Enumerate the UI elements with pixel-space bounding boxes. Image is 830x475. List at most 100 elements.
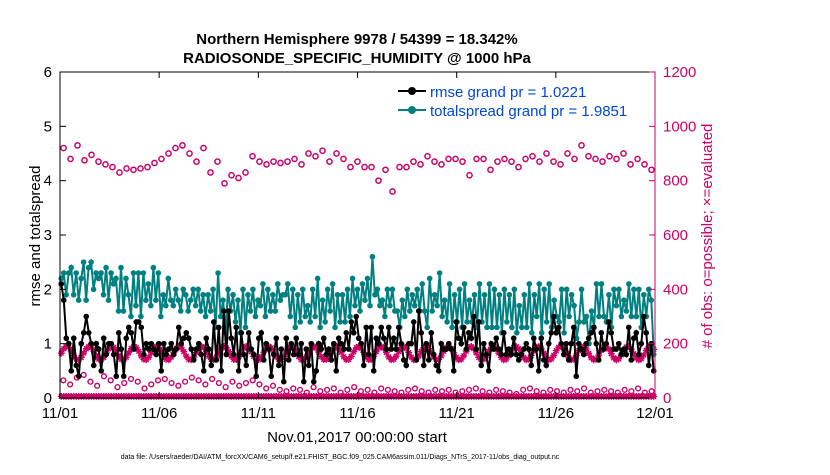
totalspread-point	[177, 308, 184, 314]
rmse-point	[153, 351, 160, 358]
totalspread-point	[429, 308, 435, 314]
totalspread-point	[255, 297, 261, 304]
totalspread-point	[125, 291, 132, 298]
rmse-point	[308, 340, 315, 347]
obs-possible-point	[249, 152, 256, 160]
totalspread-point	[516, 302, 523, 309]
rmse-point	[595, 357, 602, 363]
rmse-point	[150, 346, 157, 352]
rmse-point	[283, 335, 290, 342]
obs-evaluated-point	[402, 344, 410, 352]
rmse-point	[363, 324, 370, 331]
totalspread-point	[648, 297, 655, 304]
y-tick-label-left: 4	[44, 173, 52, 190]
rmse-point	[398, 340, 405, 347]
rmse-point	[390, 335, 397, 342]
legend-spread-marker	[408, 106, 416, 114]
rmse-point	[490, 346, 497, 352]
obs-evaluated-point	[362, 353, 370, 361]
obs-evaluated-point	[495, 349, 503, 357]
totalspread-point	[484, 324, 490, 331]
obs-possible-point	[291, 155, 298, 163]
y-tick-label-left: 3	[44, 227, 52, 244]
obs-possible-low-point	[553, 388, 561, 395]
obs-possible-point	[368, 163, 375, 171]
rmse-point	[310, 378, 317, 385]
rmse-point	[588, 330, 595, 336]
totalspread-point	[148, 302, 154, 309]
obs-possible-point	[298, 161, 305, 168]
obs-possible-point	[193, 158, 200, 165]
obs-possible-point	[403, 163, 410, 171]
rmse-point	[290, 351, 297, 358]
rmse-point	[370, 368, 377, 374]
totalspread-point	[509, 324, 515, 331]
totalspread-point	[613, 302, 620, 309]
totalspread-point	[270, 291, 276, 298]
obs-possible-point	[67, 155, 74, 163]
rmse-point	[183, 330, 190, 336]
obs-evaluated-point	[497, 354, 505, 361]
obs-possible-point	[494, 158, 501, 165]
totalspread-point	[337, 319, 343, 325]
obs-possible-point	[158, 155, 165, 163]
obs-possible-low-point	[432, 386, 439, 393]
obs-possible-point	[270, 158, 277, 165]
obs-possible-point	[361, 163, 368, 171]
rmse-point	[253, 373, 260, 380]
rmse-point	[295, 351, 302, 358]
rmse-point	[353, 313, 360, 320]
rmse-point	[160, 340, 167, 347]
totalspread-point	[533, 313, 540, 320]
rmse-point	[313, 368, 320, 374]
rmse-point	[550, 313, 557, 320]
obs-evaluated-point	[152, 343, 160, 350]
obs-possible-low-point	[229, 378, 236, 385]
totalspread-point	[541, 286, 548, 293]
obs-possible-low-point	[236, 382, 243, 389]
totalspread-point	[501, 286, 508, 293]
obs-possible-point	[263, 161, 270, 168]
rmse-point	[230, 351, 237, 358]
obs-evaluated-point	[407, 353, 415, 361]
rmse-point	[180, 335, 187, 342]
obs-possible-low-point	[351, 384, 358, 391]
x-tick-label: 11/21	[438, 405, 474, 422]
obs-possible-point	[543, 150, 550, 157]
totalspread-point	[187, 297, 194, 304]
totalspread-point	[217, 313, 224, 320]
totalspread-point	[160, 291, 167, 298]
obs-possible-point	[550, 158, 557, 165]
obs-possible-point	[200, 144, 207, 152]
totalspread-point	[563, 286, 570, 293]
rmse-point	[575, 340, 582, 347]
obs-evaluated-point	[425, 345, 433, 352]
totalspread-point	[631, 286, 637, 293]
rmse-point	[525, 346, 532, 352]
obs-evaluated-point	[327, 348, 335, 356]
totalspread-point	[374, 286, 381, 293]
rmse-point	[415, 308, 422, 314]
obs-possible-low-point	[445, 386, 452, 393]
rmse-point	[435, 368, 442, 374]
obs-possible-low-point	[276, 386, 283, 393]
rmse-point	[235, 368, 242, 374]
obs-possible-low-point	[621, 386, 628, 393]
totalspread-point	[70, 291, 77, 298]
rmse-point	[323, 351, 330, 358]
obs-possible-low-point	[580, 385, 588, 392]
totalspread-point	[526, 281, 533, 287]
rmse-point	[130, 346, 137, 352]
obs-possible-point	[501, 155, 508, 163]
rmse-point	[145, 346, 152, 352]
rmse-point	[168, 340, 175, 347]
obs-possible-point	[109, 163, 116, 171]
rmse-point	[543, 362, 550, 369]
obs-evaluated-point	[340, 353, 348, 361]
totalspread-point	[640, 291, 647, 298]
y-tick-label-right: 1000	[663, 118, 696, 135]
totalspread-point	[471, 291, 478, 298]
rmse-point	[445, 340, 452, 347]
obs-evaluated-point	[555, 343, 563, 351]
rmse-point	[638, 340, 645, 347]
